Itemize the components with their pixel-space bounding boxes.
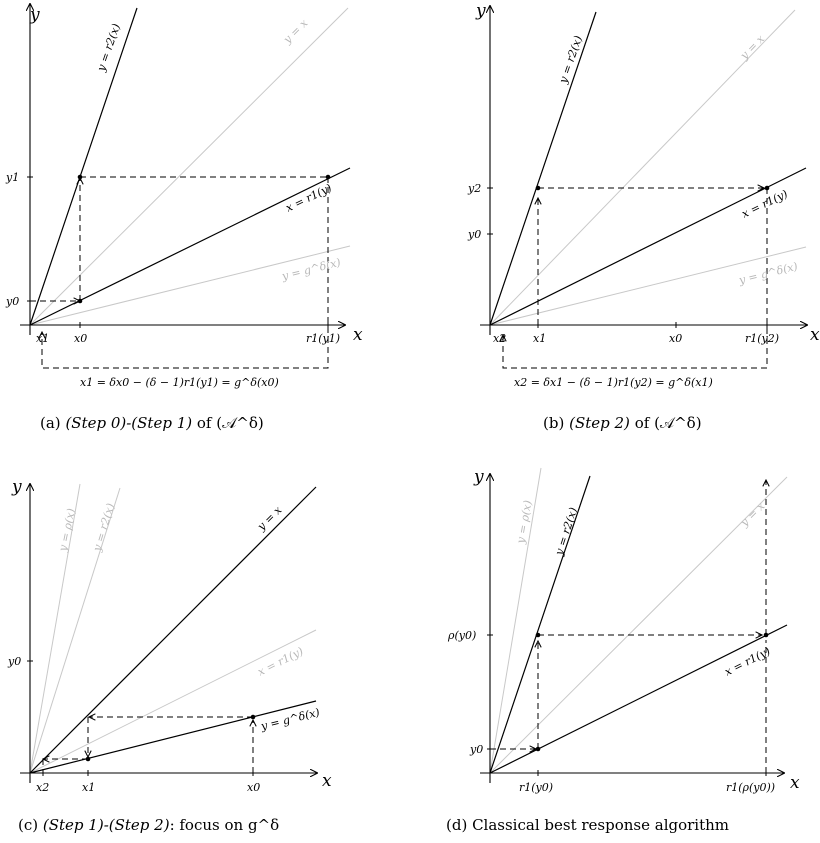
point-x1-y2-b: [535, 185, 541, 191]
tick-label-rhoy0-d: ρ(y0): [447, 629, 476, 642]
label-r2-c: y = r2(x): [90, 502, 117, 554]
point-r1y2-y2-b: [764, 185, 770, 191]
arrow-return-x2-b: [503, 188, 768, 369]
label-g-delta-a: y = g^δ(x): [280, 256, 342, 283]
tick-label-x2-b: x2: [493, 332, 506, 345]
label-identity-c: y = x: [254, 503, 285, 534]
tick-label-x0-a: x0: [74, 332, 87, 345]
line-rho-d: [489, 467, 542, 774]
line-r1-b: [489, 167, 807, 326]
caption-b-step: (Step 2): [569, 414, 630, 432]
tick-label-x1-b: x1: [533, 332, 546, 345]
panel-d: y x ρ(y0) y0 r1(y0) r1(ρ(y0)) y = ρ(x) y…: [446, 467, 800, 834]
tick-label-y0-d: y0: [469, 743, 483, 756]
point-x0-y1-a: [77, 174, 83, 180]
point-r1rho-rhoy0-d: [763, 632, 769, 638]
tick-label-r1y2-b: r1(y2): [745, 332, 779, 345]
caption-b-mid: of: [635, 414, 651, 432]
panel-a: y x y1 y0 x1 x0 r1(y1) y = r2(x) y = x x…: [5, 4, 363, 432]
line-r2-a: [29, 7, 138, 326]
label-g-delta-c: y = g^δ(x): [259, 706, 321, 733]
tick-label-r1y0-d: r1(y0): [519, 781, 553, 794]
line-r2-c: [29, 487, 121, 774]
caption-a-step: (Step 0)-(Step 1): [65, 414, 192, 432]
caption-b-alg: (𝒜^δ): [654, 414, 702, 432]
line-rho-c: [29, 483, 81, 774]
line-identity-c: [29, 486, 317, 774]
point-r1y0-rhoy0-d: [535, 632, 541, 638]
caption-c-step: (Step 1)-(Step 2): [43, 816, 170, 834]
label-r1-d: x = r1(y): [722, 645, 772, 679]
panel-c: y x y0 x2 x1 x0 y = ρ(x) y = r2(x) y = x…: [7, 477, 332, 834]
label-r1-a: x = r1(y): [284, 181, 334, 214]
y-axis-label-a: y: [29, 5, 40, 25]
line-g-delta-c: [29, 700, 317, 774]
y-axis-label-c: y: [11, 477, 22, 497]
tick-label-x0-c: x0: [247, 781, 260, 794]
label-identity-b: y = x: [737, 32, 767, 63]
formula-b: x2 = δx1 − (δ − 1)r1(y2) = g^δ(x1): [514, 376, 713, 389]
tick-label-y1-a: y1: [5, 171, 19, 184]
x-axis-label-b: x: [810, 325, 820, 345]
line-identity-a: [29, 7, 349, 326]
panel-b: y x y2 y0 x2 x1 x0 r1(y2) y = r2(x) y = …: [467, 1, 820, 432]
caption-c-rest: : focus on g^δ: [170, 816, 280, 834]
label-r2-a: y = r2(x): [94, 22, 123, 74]
line-r2-d: [489, 475, 591, 774]
caption-a-prefix: (a): [40, 414, 61, 432]
tick-label-x1-a: x1: [36, 332, 49, 345]
label-rho-c: y = ρ(x): [56, 507, 78, 553]
tick-label-x2-c: x2: [36, 781, 49, 794]
caption-a: (a) (Step 0)-(Step 1) of (𝒜^δ): [40, 414, 264, 432]
caption-c: (c) (Step 1)-(Step 2): focus on g^δ: [18, 816, 279, 834]
point-x0-y0-a: [77, 298, 83, 304]
point-x0-g-c: [250, 714, 256, 720]
line-r1-c: [29, 629, 317, 774]
caption-a-alg: (𝒜^δ): [216, 414, 264, 432]
line-identity-b: [489, 9, 796, 326]
tick-label-y0-c: y0: [7, 655, 21, 668]
tick-label-r1y1-a: r1(y1): [306, 332, 340, 345]
label-r2-d: y = r2(x): [552, 506, 580, 558]
line-r2-b: [489, 11, 597, 326]
tick-label-y0-b: y0: [467, 228, 481, 241]
point-x1-g-c: [85, 756, 91, 762]
tick-label-y2-b: y2: [467, 182, 481, 195]
point-r1y0-y0-d: [535, 746, 541, 752]
label-identity-d: y = x: [737, 499, 768, 530]
line-identity-d: [489, 476, 788, 774]
tick-label-x0-b: x0: [669, 332, 682, 345]
tick-label-r1rhoy0-d: r1(ρ(y0)): [726, 781, 775, 794]
label-r1-c: x = r1(y): [255, 645, 305, 679]
line-g-delta-a: [29, 245, 351, 326]
label-identity-a: y = x: [280, 16, 311, 47]
formula-a: x1 = δx0 − (δ − 1)r1(y1) = g^δ(x0): [80, 376, 279, 389]
label-r1-b: x = r1(y): [740, 187, 790, 220]
label-g-delta-b: y = g^δ(x): [737, 260, 799, 287]
line-r1-d: [489, 624, 788, 774]
caption-a-mid: of: [197, 414, 213, 432]
x-axis-label-a: x: [353, 325, 363, 345]
label-r2-b: y = r2(x): [556, 34, 585, 86]
x-axis-label-c: x: [322, 771, 332, 791]
caption-b-prefix: (b): [543, 414, 564, 432]
tick-label-x1-c: x1: [82, 781, 95, 794]
tick-label-y0-a: y0: [5, 295, 19, 308]
caption-b: (b) (Step 2) of (𝒜^δ): [543, 414, 702, 432]
arrow-return-x1-a: [42, 177, 329, 369]
y-axis-label-d: y: [473, 467, 484, 487]
y-axis-label-b: y: [475, 1, 486, 21]
caption-c-prefix: (c): [18, 816, 38, 834]
point-r1y1-y1-a: [325, 174, 331, 180]
line-g-delta-b: [489, 246, 807, 326]
x-axis-label-d: x: [790, 773, 800, 793]
caption-d: (d) Classical best response algorithm: [446, 816, 729, 834]
line-r1-a: [29, 167, 351, 326]
